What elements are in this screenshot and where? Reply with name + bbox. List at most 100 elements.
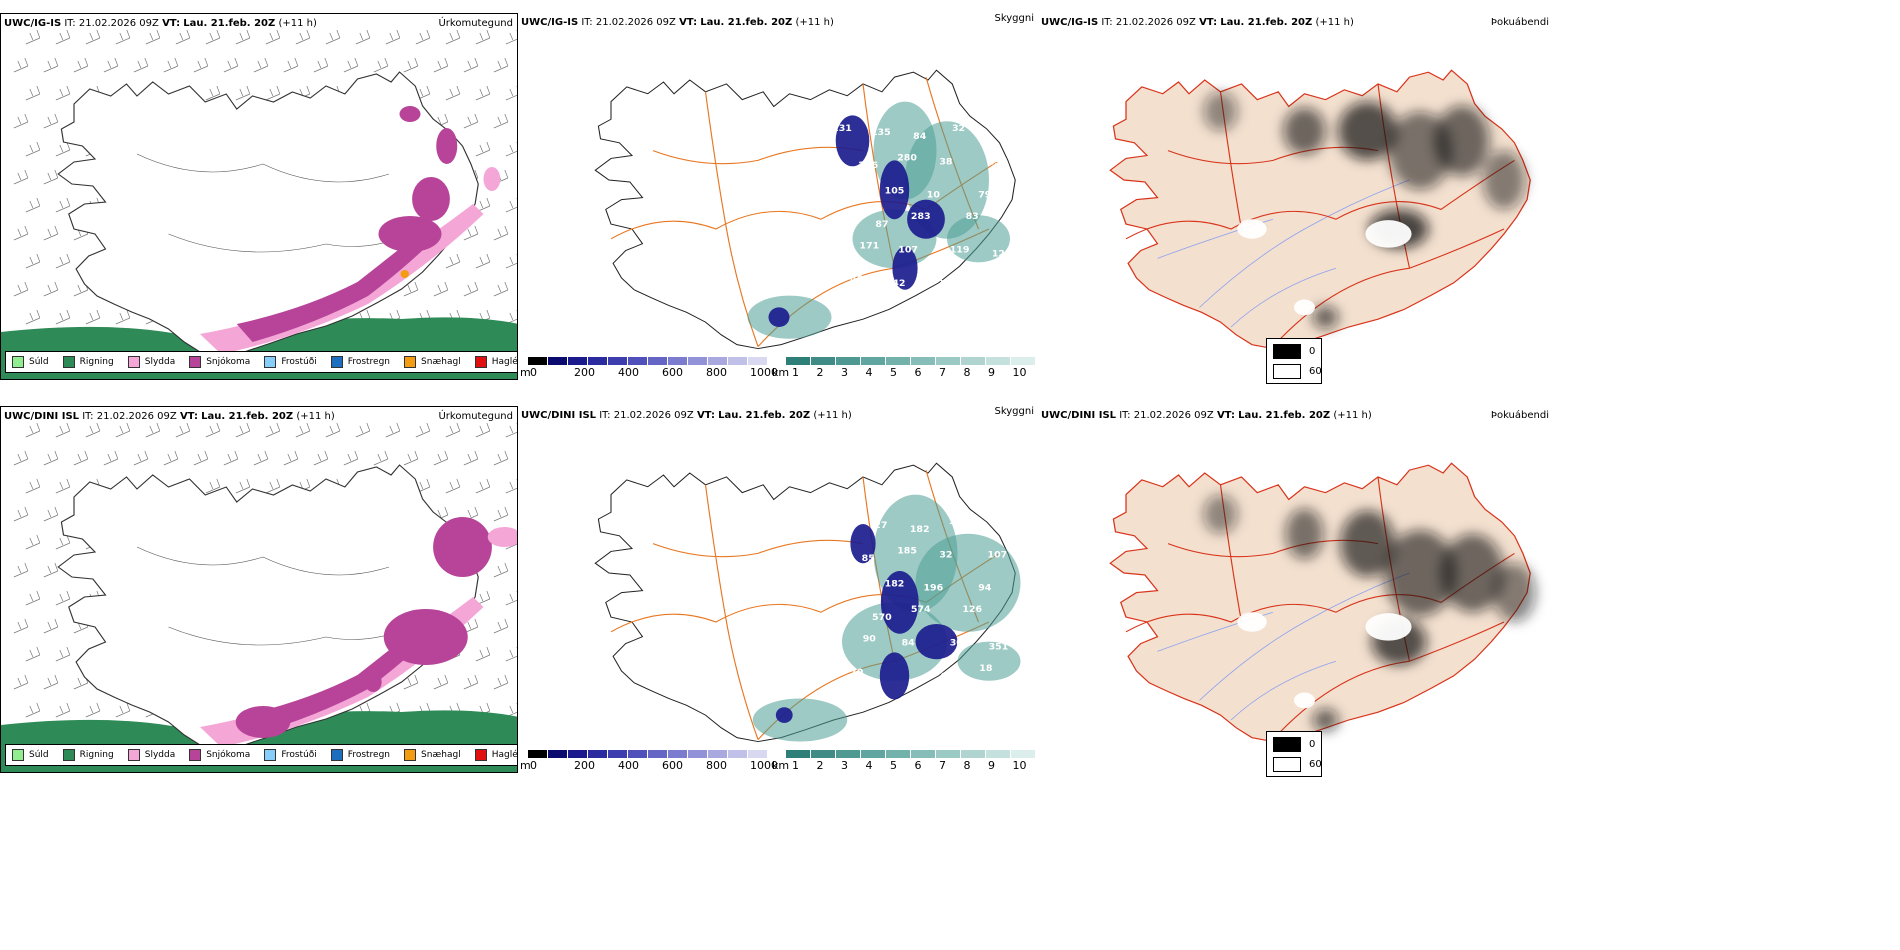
colorbar-segment bbox=[886, 357, 911, 365]
cloud-base-value: 196 bbox=[923, 584, 943, 594]
visibility-tick: 6 bbox=[914, 366, 922, 379]
legend-swatch bbox=[127, 749, 140, 761]
fog-legend-label: 0 bbox=[1309, 346, 1316, 357]
visibility-tick: 6 bbox=[914, 759, 922, 772]
cloud-base-value: 80 bbox=[836, 216, 849, 226]
colorbar-segment bbox=[886, 750, 911, 758]
legend-item: Frostregn bbox=[330, 749, 391, 761]
cloud-base-value: 70 bbox=[850, 668, 863, 678]
cloud-base-value: 45 bbox=[850, 275, 863, 285]
panel-label: Skyggni bbox=[994, 406, 1034, 417]
legend-swatch bbox=[12, 356, 24, 368]
colorbar-segment bbox=[986, 750, 1011, 758]
legend-swatch bbox=[127, 356, 140, 368]
colorbar-segment bbox=[811, 750, 836, 758]
cloud-base-value: 301 bbox=[950, 639, 970, 649]
fog-index-map-ig: UWC/IG-IS IT: 21.02.2026 09Z VT: Lau. 21… bbox=[1038, 13, 1553, 380]
panel-title: UWC/DINI ISL IT: 21.02.2026 09Z VT: Lau.… bbox=[1041, 410, 1372, 421]
colorbar-segment bbox=[548, 750, 568, 758]
colorbar-segment bbox=[728, 750, 748, 758]
cloud-base-value: 382 bbox=[846, 183, 866, 193]
fog-legend-label: 60 bbox=[1309, 759, 1322, 770]
legend-item: Haglél bbox=[474, 356, 517, 368]
visibility-tick: 5 bbox=[890, 759, 897, 772]
cloud-base-value: 22 bbox=[836, 609, 849, 619]
colorbar-segment bbox=[548, 357, 568, 365]
cloud-base-value: 90 bbox=[863, 635, 876, 645]
height-unit: m bbox=[520, 759, 531, 772]
cloud-base-value: 142 bbox=[949, 517, 969, 527]
cloud-base-value: 182 bbox=[910, 525, 930, 535]
visibility-tick: 3 bbox=[841, 759, 848, 772]
cloud-base-value: 10 bbox=[927, 191, 940, 201]
fog-legend-label: 60 bbox=[1309, 366, 1322, 377]
cloud-base-value: 32 bbox=[939, 551, 952, 561]
colorbar-segment bbox=[986, 357, 1011, 365]
colorbar-segment bbox=[911, 357, 936, 365]
colorbar-segment bbox=[568, 750, 588, 758]
legend-swatch bbox=[189, 749, 202, 761]
cloud-base-value: 574 bbox=[911, 605, 931, 615]
legend-label: Súld bbox=[29, 357, 49, 367]
colorbar-segment bbox=[528, 357, 548, 365]
panel-label: Úrkomutegund bbox=[438, 411, 513, 422]
colorbar-segment bbox=[1011, 357, 1036, 365]
colorbar-segment bbox=[628, 750, 648, 758]
cloud-base-value: 280 bbox=[897, 154, 917, 164]
colorbar-segment bbox=[588, 750, 608, 758]
legend-label: Snjókoma bbox=[206, 750, 251, 760]
panel-title: UWC/DINI ISL IT: 21.02.2026 09Z VT: Lau.… bbox=[521, 410, 852, 421]
colorbar-segment bbox=[861, 750, 886, 758]
legend-label: Frostregn bbox=[347, 750, 391, 760]
legend-label: Slydda bbox=[144, 357, 176, 367]
cloud-base-value: 119 bbox=[950, 246, 970, 256]
colorbar-segment bbox=[811, 357, 836, 365]
precip-type-map-dini: UWC/DINI ISL IT: 21.02.2026 09Z VT: Lau.… bbox=[0, 406, 518, 773]
legend-swatch bbox=[474, 749, 487, 761]
cloud-base-value: 94 bbox=[978, 584, 991, 594]
panel-label: Skyggni bbox=[994, 13, 1034, 24]
legend-label: Súld bbox=[29, 750, 49, 760]
fog-legend-swatch bbox=[1273, 757, 1301, 772]
fog-legend-label: 0 bbox=[1309, 739, 1316, 750]
visibility-colorbar: km 1 2 3 4 5 6 7 8 9 10 bbox=[772, 357, 1036, 379]
height-unit: m bbox=[520, 366, 531, 379]
legend-swatch bbox=[62, 356, 75, 368]
panel-title: UWC/IG-IS IT: 21.02.2026 09Z VT: Lau. 21… bbox=[521, 17, 834, 28]
colorbar-segment bbox=[911, 750, 936, 758]
legend-item: Snæhagl bbox=[404, 749, 461, 761]
height-tick: 0 bbox=[530, 366, 537, 379]
colorbar-segment bbox=[961, 357, 986, 365]
cloud-base-value: 283 bbox=[911, 212, 931, 222]
cloud-base-value: 126 bbox=[962, 605, 982, 615]
height-tick: 800 bbox=[706, 759, 727, 772]
colorbar-segment bbox=[608, 357, 628, 365]
cloud-base-value: 12 bbox=[992, 250, 1005, 260]
visibility-tick: 4 bbox=[865, 366, 873, 379]
colorbar-segment bbox=[786, 357, 811, 365]
visibility-colorbar-swatches bbox=[786, 750, 1036, 758]
legend-item: Snæhagl bbox=[404, 356, 461, 368]
cloud-base-value: 32 bbox=[952, 124, 965, 134]
legend-swatch bbox=[62, 749, 75, 761]
fog-legend-swatch bbox=[1273, 344, 1301, 359]
colorbar-segment bbox=[688, 357, 708, 365]
visibility-tick: 1 bbox=[792, 366, 799, 379]
height-colorbar: m 0 200 400 600 800 1000 bbox=[520, 750, 778, 772]
legend-item: Frostúði bbox=[264, 356, 317, 368]
legend-swatch bbox=[330, 356, 343, 368]
height-tick: 400 bbox=[618, 759, 639, 772]
colorbar-segment bbox=[861, 357, 886, 365]
cloud-base-value: 246 bbox=[858, 161, 878, 171]
cloud-base-value: 84 bbox=[902, 639, 915, 649]
height-colorbar: m 0 200 400 600 800 1000 bbox=[520, 357, 778, 379]
fog-legend-item: 60 bbox=[1273, 757, 1322, 772]
precip-legend: Súld Rigning Slydda Snjókoma Frostúði Frostre… bbox=[5, 351, 517, 373]
colorbar-segment bbox=[836, 750, 861, 758]
cloud-base-value: 205 bbox=[832, 517, 852, 527]
colorbar-segment bbox=[786, 750, 811, 758]
visibility-tick: 8 bbox=[963, 366, 971, 379]
cloud-base-value: 231 bbox=[832, 124, 852, 134]
fog-index-legend: 0 60 bbox=[1266, 338, 1322, 384]
cloud-base-value: 841 bbox=[976, 271, 996, 281]
